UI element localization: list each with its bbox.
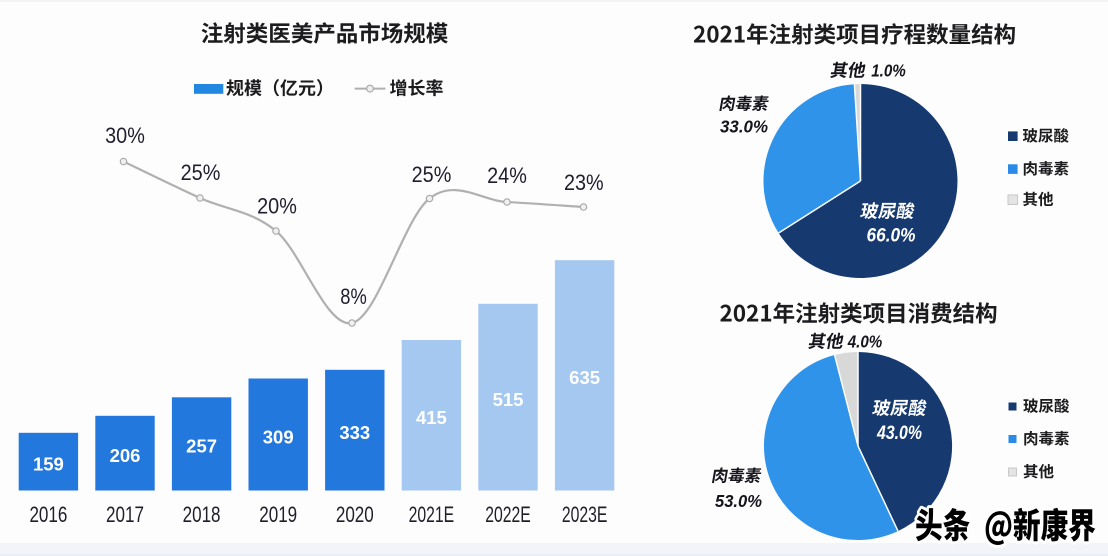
svg-text:1.0%: 1.0% [871,61,906,81]
svg-text:415: 415 [416,407,447,428]
svg-text:8%: 8% [340,284,367,309]
svg-text:635: 635 [569,367,600,388]
svg-text:30%: 30% [105,123,145,148]
svg-text:309: 309 [263,426,294,447]
svg-text:2018: 2018 [183,502,221,527]
svg-text:2016: 2016 [29,502,67,527]
svg-text:53.0%: 53.0% [715,491,762,511]
svg-text:24%: 24% [487,163,527,188]
svg-text:515: 515 [493,389,524,410]
svg-text:206: 206 [110,445,141,466]
svg-text:2022E: 2022E [485,502,531,527]
svg-text:25%: 25% [181,160,221,185]
svg-text:43.0%: 43.0% [876,423,922,444]
svg-text:20%: 20% [257,194,297,219]
svg-text:2021E: 2021E [409,502,455,527]
svg-text:23%: 23% [564,170,604,195]
svg-text:257: 257 [186,436,217,457]
svg-text:2017: 2017 [106,502,144,527]
svg-text:66.0%: 66.0% [867,226,916,247]
svg-text:33.0%: 33.0% [720,117,768,137]
svg-text:25%: 25% [412,162,452,187]
svg-text:4.0%: 4.0% [847,332,883,352]
svg-text:2019: 2019 [259,502,297,527]
svg-text:333: 333 [339,422,370,443]
svg-text:159: 159 [33,454,64,475]
svg-text:2023E: 2023E [562,502,608,527]
svg-text:2020: 2020 [336,502,374,527]
